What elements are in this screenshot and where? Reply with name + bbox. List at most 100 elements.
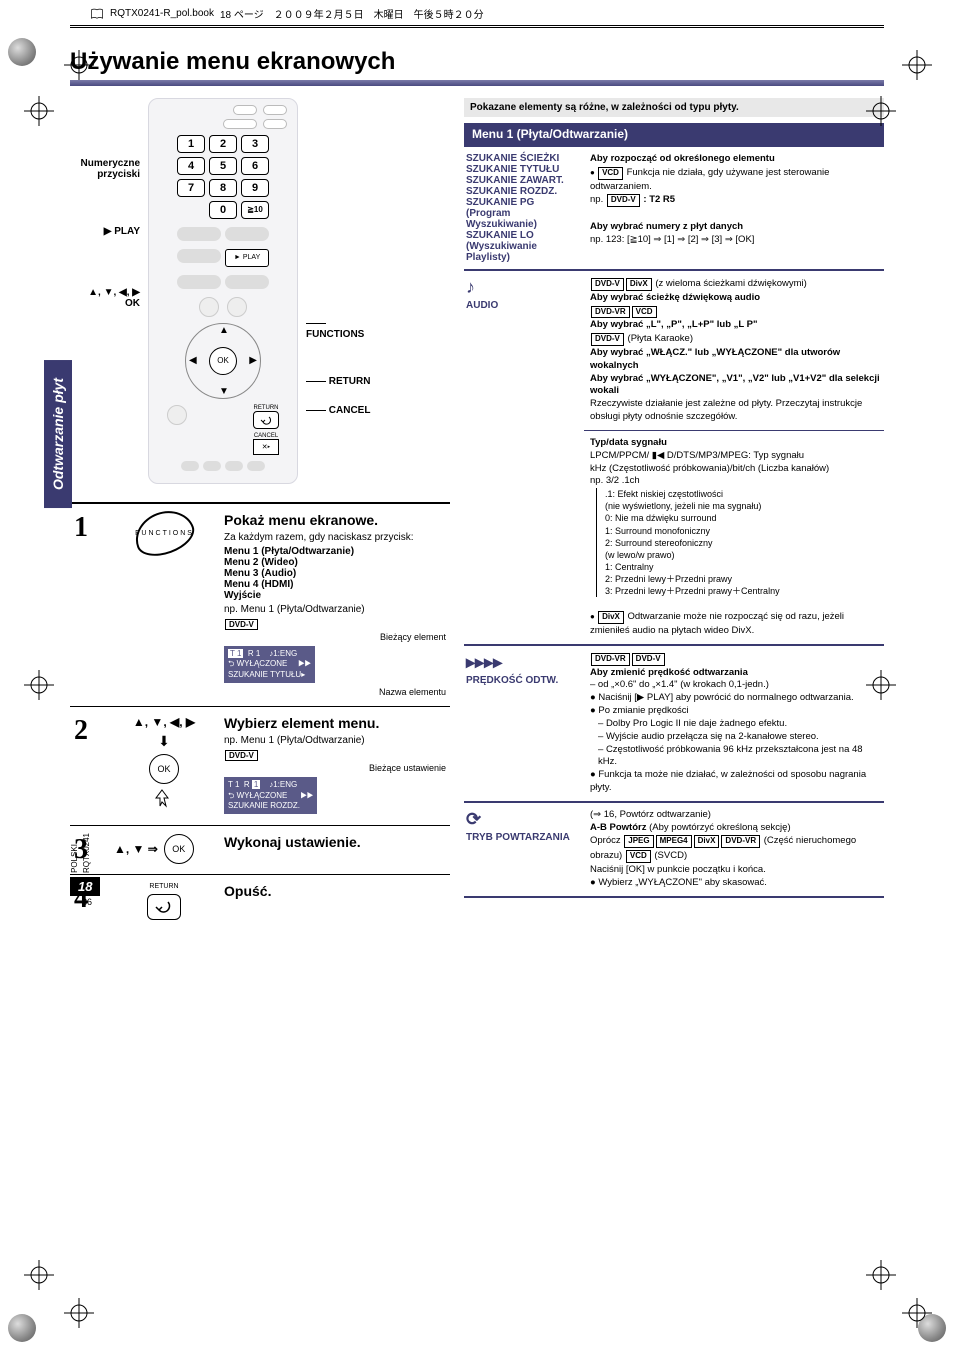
remote-left-labels: Numeryczne przyciski ▶ PLAY ▲, ▼, ◀, ▶ O… [70, 98, 140, 355]
osd-caption-top: Bieżący element [380, 632, 446, 642]
repeat-l2: ● Wybierz „WYŁĄCZONE" aby skasować. [590, 877, 767, 888]
step-number: 2 [74, 715, 104, 747]
disc-badge: VCD [632, 306, 657, 319]
repeat-heading: A-B Powtórz [590, 822, 646, 833]
key-6[interactable]: 6 [241, 157, 269, 175]
steps-list: 1 FUNCTIONS Pokaż menu ekranowe. Za każd… [70, 502, 450, 928]
remote-grey-button [177, 227, 221, 241]
step-example: np. Menu 1 (Płyta/Odtwarzanie) [224, 735, 446, 746]
down-arrow-icon: ▼ [219, 386, 229, 397]
osd-preview: T 1 R 1 ♪1:ENG ⮌ WYŁĄCZONE ▶▶ SZUKANIE R… [224, 777, 317, 814]
disc-badge: DVD-V [632, 653, 665, 666]
disc-badge: VCD [598, 167, 623, 180]
disc-badge: DVD-V [591, 278, 624, 291]
remote-grey-button [177, 275, 221, 289]
disc-badge: MPEG4 [656, 835, 692, 848]
tree-item: .1: Efekt niskiej częstotliwości [605, 488, 880, 500]
framemaker-header: RQTX0241-R_pol.book 18 ページ ２００９年２月５日 木曜日… [0, 0, 954, 25]
key-7[interactable]: 7 [177, 179, 205, 197]
speed-l4: ● Funkcja ta może nie działać, w zależno… [590, 769, 866, 793]
remote-top-button [233, 105, 257, 115]
footer-lang: POLSKI [70, 844, 79, 873]
book-pageinfo: 18 ページ ２００９年２月５日 木曜日 午後５時２０分 [220, 6, 484, 21]
search-ex1-prefix: np. [590, 194, 603, 205]
remote-grey-button [225, 275, 269, 289]
key-9[interactable]: 9 [241, 179, 269, 197]
return-button-graphic [147, 894, 181, 920]
search-ex1: : T2 R5 [643, 194, 675, 205]
crop-target-icon [64, 1298, 94, 1328]
speed-heading: Aby zmienić prędkość odtwarzania [590, 667, 748, 678]
remote-right-labels: FUNCTIONS RETURN CANCEL [306, 98, 386, 434]
label-nav-ok: ▲, ▼, ◀, ▶ OK [70, 287, 140, 309]
osd-caption: Bieżące ustawienie [369, 763, 446, 773]
click-arrow-icon [154, 788, 174, 808]
cancel-button[interactable]: ✕▸ [253, 439, 279, 455]
key-3[interactable]: 3 [241, 135, 269, 153]
key-2[interactable]: 2 [209, 135, 237, 153]
osd-caption-bottom: Nazwa elementu [379, 687, 446, 697]
disc-badge: JPEG [624, 835, 653, 848]
dpad[interactable]: OK ▲ ▼ ◀ ▶ [185, 323, 261, 399]
page-subnumber: 86 [82, 897, 92, 907]
speed-sublist: Dolby Pro Logic II nie daje żadnego efek… [590, 718, 880, 769]
right-arrow-icon: ▶ [249, 355, 257, 366]
nav-arrows-label: ▲, ▼ ⇒ [114, 842, 158, 856]
return-button[interactable] [253, 411, 279, 429]
top-note: Pokazane elementy są różne, w zależności… [464, 98, 884, 117]
feature-label-repeat: TRYB POWTARZANIA [466, 832, 570, 843]
tree-item: 0: Nie ma dźwięku surround [605, 512, 880, 524]
tree-item: 1: Surround monofoniczny [605, 525, 880, 537]
remote-top-button [263, 119, 287, 129]
book-filename: RQTX0241-R_pol.book [110, 8, 214, 19]
numeric-keypad: 1 2 3 4 5 6 7 8 9 0 ≧10 [159, 135, 287, 219]
audio-r3-heading: Aby wybrać „WŁĄCZ." lub „WYŁĄCZONE" dla … [590, 347, 840, 371]
audio-r3-suffix: (Płyta Karaoke) [628, 333, 693, 344]
label-play: ▶ PLAY [70, 226, 140, 237]
repeat-icon: ⟳ [466, 809, 580, 830]
page-number: 18 [70, 877, 100, 896]
key-8[interactable]: 8 [209, 179, 237, 197]
key-1[interactable]: 1 [177, 135, 205, 153]
tree-item: 2: Przedni lewy＋Przedni prawy [605, 573, 880, 585]
ok-button[interactable]: OK [209, 347, 237, 375]
feature-repeat: ⟳ TRYB POWTARZANIA (⇒ 16, Powtórz odtwar… [464, 801, 884, 898]
speed-sub-item: Wyjście audio przełącza się na 2-kanałow… [598, 731, 880, 744]
footer-code: RQTX0241 [82, 833, 91, 873]
disc-badge: DVD-V [225, 750, 258, 761]
key-4[interactable]: 4 [177, 157, 205, 175]
signal-heading: Typ/data sygnału [590, 437, 667, 448]
ok-button-graphic: OK [164, 834, 194, 864]
remote-body: 1 2 3 4 5 6 7 8 9 0 ≧10 [148, 98, 298, 484]
step-heading: Wykonaj ustawienie. [224, 834, 446, 850]
audio-last-note: Rzeczywiste działanie jest zależne od pł… [590, 398, 862, 422]
subsection-divider [584, 430, 884, 431]
step-text: Za każdym razem, gdy naciskasz przycisk: [224, 532, 446, 543]
up-arrow-icon: ▲ [219, 325, 229, 336]
cancel-micro-label: CANCEL [253, 433, 279, 439]
step-number: 1 [74, 512, 104, 544]
key-ge10[interactable]: ≧10 [241, 201, 269, 219]
remote-diagram: Numeryczne przyciski ▶ PLAY ▲, ▼, ◀, ▶ O… [70, 98, 450, 484]
search-note1: Funkcja nie działa, gdy używane jest ste… [590, 167, 829, 192]
header-rule [70, 25, 884, 28]
key-0[interactable]: 0 [209, 201, 237, 219]
key-5[interactable]: 5 [209, 157, 237, 175]
crop-target-icon [902, 1298, 932, 1328]
functions-button-graphic: FUNCTIONS [129, 503, 200, 563]
repeat-opr3: (SVCD) [654, 850, 687, 861]
feature-audio: ♪ AUDIO DVD-VDivX (z wieloma ścieżkami d… [464, 269, 884, 644]
remote-color-button [247, 461, 265, 471]
return-icon [259, 415, 273, 425]
osd-preview: T 1 R 1 ♪1:ENG ⮌ WYŁĄCZONE ▶▶ SZUKANIE T… [224, 646, 315, 683]
speed-l1: – od „×0.6" do „×1.4" (w krokach 0,1-jed… [590, 679, 769, 690]
label-return: RETURN [329, 376, 371, 387]
disc-badge: DVD-VR [591, 653, 630, 666]
search-heading2: Aby wybrać numery z płyt danych [590, 221, 743, 232]
remote-color-button [181, 461, 199, 471]
label-numeric: Numeryczne przyciski [70, 158, 140, 180]
play-button[interactable]: ► PLAY [225, 249, 269, 267]
step-3: 3 ▲, ▼ ⇒ OK Wykonaj ustawienie. [70, 826, 450, 875]
signal-line1: LPCM/PPCM/ ▮◀ D/DTS/MP3/MPEG: Typ sygnał… [590, 450, 804, 461]
bullet [590, 167, 597, 178]
